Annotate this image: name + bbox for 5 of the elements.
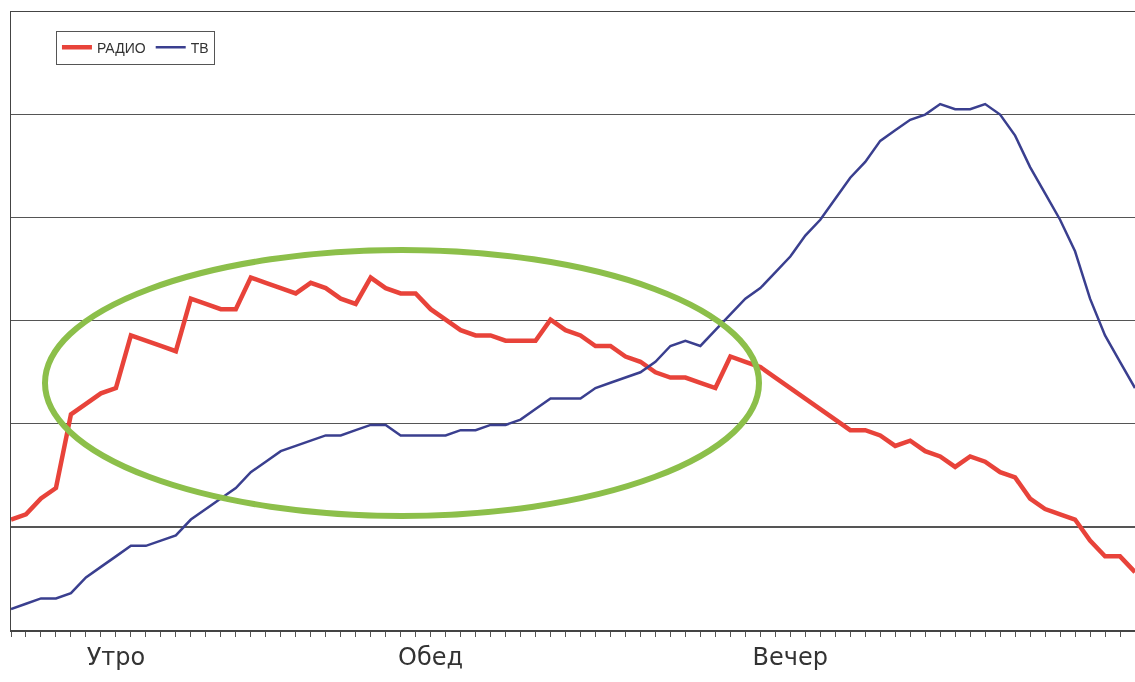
legend-label: ТВ [190,39,209,56]
x-tick-label: Обед [398,643,464,672]
legend-label: РАДИО [96,39,146,56]
x-tick-label: Вечер [752,643,829,672]
x-tick-label: Утро [86,643,146,672]
